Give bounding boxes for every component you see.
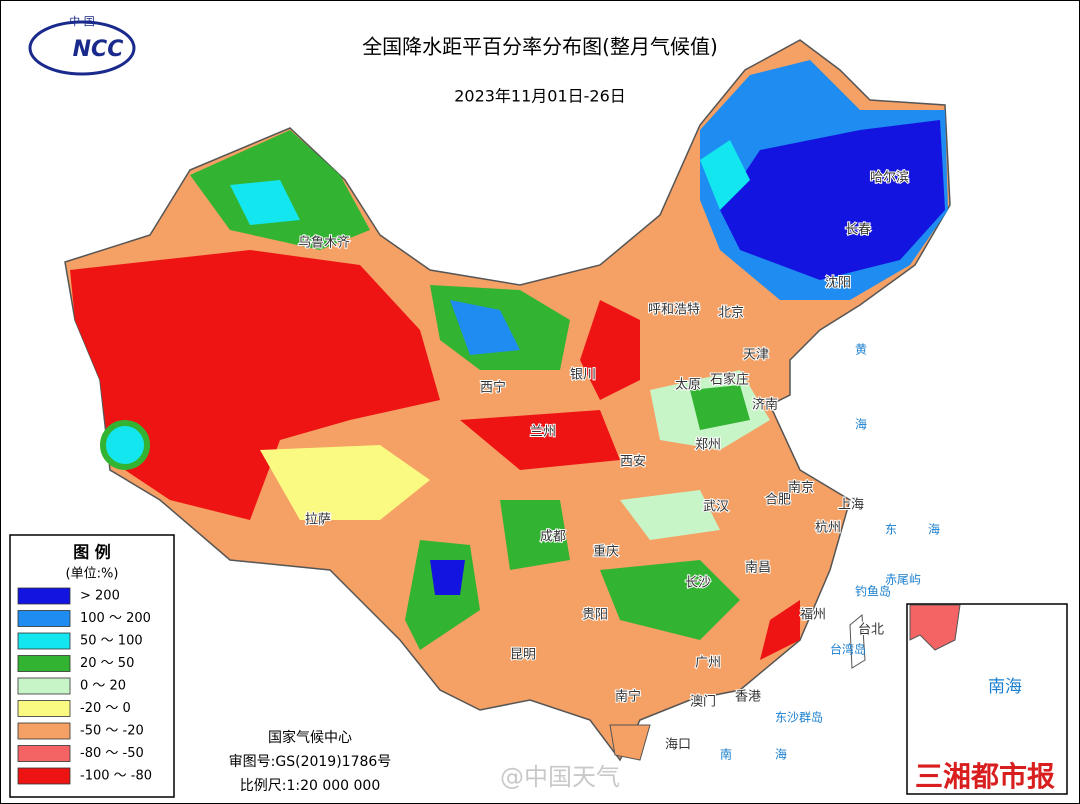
place-labels: 黄 海 东 海 南 海 台湾岛 钓鱼岛 赤尾屿 东沙群岛 [720,343,940,762]
place: 黄 [855,343,867,357]
legend-title: 图 例 [73,543,111,562]
city: 西安 [620,455,646,470]
title: 全国降水距平百分率分布图(整月气候值) [362,35,718,59]
city: 郑州 [695,438,721,453]
city: 长沙 [685,576,711,591]
logo-top: 中 国 [69,15,95,28]
city: 南昌 [745,560,771,576]
place: 海 [928,522,940,537]
city: 杭州 [815,521,841,536]
legend-swatch [17,745,71,762]
city: 台北 [858,623,884,638]
legend-swatch [17,610,71,627]
legend-swatch [17,767,71,785]
city: 昆明 [510,648,536,663]
legend-label: > 200 [80,589,120,604]
place: 海 [775,747,787,762]
legend-label: 0 ～ 20 [80,679,126,694]
city: 沈阳 [825,276,851,291]
legend-swatch [17,700,71,717]
legend-label: -80 ～ -50 [80,746,144,761]
city: 广州 [695,656,721,671]
legend-swatch [17,655,71,672]
credit: 国家气候中心 [268,729,352,746]
city: 济南 [752,397,778,413]
city: 乌鲁木齐 [298,235,350,251]
city: 香港 [735,690,761,705]
city: 北京 [718,306,744,321]
legend-label: 50 ～ 100 [80,634,143,649]
subtitle: 2023年11月01日-26日 [454,87,626,106]
city: 合肥 [765,493,791,508]
place: 东沙群岛 [775,710,823,725]
place: 钓鱼岛 [855,584,891,599]
place: 赤尾屿 [885,573,921,587]
legend-label: -100 ～ -80 [80,769,152,784]
city: 南京 [788,480,814,496]
legend-label: 20 ～ 50 [80,656,134,671]
place: 南 [720,747,732,762]
city: 重庆 [593,544,619,560]
city: 哈尔滨 [870,170,909,186]
city-labels: 乌鲁木齐 西宁 兰州 银川 呼和浩特 北京 天津 太原 石家庄 济南 郑州 西安… [297,169,910,754]
place: 东 [885,523,897,537]
city: 贵阳 [582,608,608,623]
city: 澳门 [690,694,716,710]
legend-unit: (单位:%) [66,567,119,582]
city: 兰州 [530,425,556,440]
legend-swatch [17,677,71,695]
inset: 南海 [906,603,1068,795]
city: 天津 [743,348,769,363]
map [64,39,951,762]
watermark: @中国天气 [500,763,620,791]
city: 武汉 [703,500,729,515]
credit: 审图号:GS(2019)1786号 [229,754,392,770]
city: 长春 [845,223,871,238]
legend-label: -50 ～ -20 [80,724,144,739]
city: 海口 [665,738,691,753]
logo: 中 国 NCC [28,15,136,76]
city: 成都 [540,530,566,545]
place: 海 [855,417,867,432]
city: 太原 [675,378,701,393]
legend-swatch [17,722,71,740]
watermark: 三湘都市报 [915,760,1055,793]
legend: 图 例 (单位:%) > 200 100 ～ 200 50 ～ 100 20 ～ 50… [9,534,175,798]
city: 西宁 [480,380,506,396]
legend-swatch [17,587,71,605]
city: 呼和浩特 [648,303,700,318]
city: 石家庄 [710,372,749,388]
inset-label: 南海 [988,677,1022,697]
legend-label: 100 ～ 200 [80,611,151,626]
city: 上海 [838,498,864,513]
place: 台湾岛 [830,642,866,657]
logo-text: NCC [73,37,124,62]
city: 拉萨 [305,513,331,528]
city: 福州 [800,608,826,623]
credit: 比例尺:1:20 000 000 [240,778,381,794]
city: 南宁 [615,689,641,705]
city: 银川 [570,368,596,383]
legend-label: -20 ～ 0 [80,701,131,716]
legend-swatch [17,632,71,650]
